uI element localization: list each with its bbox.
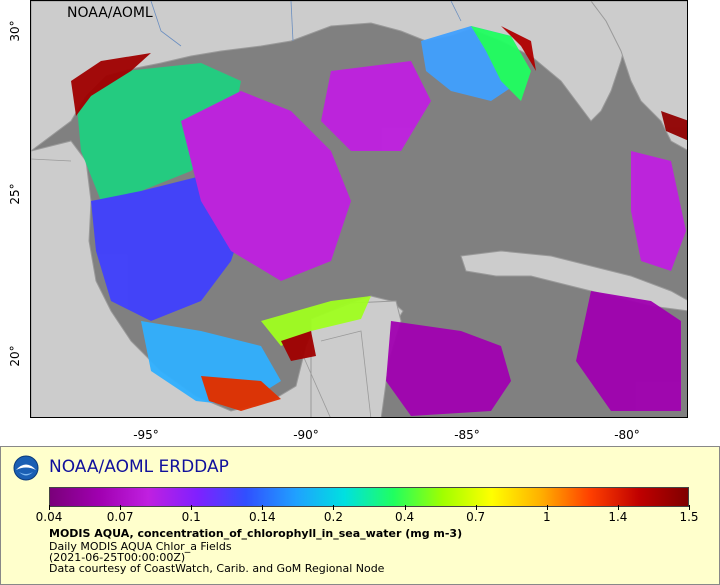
colorbar-tick-mark [546, 505, 548, 510]
colorbar-tick-label: 1 [542, 510, 551, 524]
lon-tick-minus85: -85° [454, 428, 480, 442]
lat-tick-25: 25° [0, 183, 30, 204]
colorbar-tick-mark [404, 505, 406, 510]
lon-tick-minus90: -90° [293, 428, 319, 442]
colorbar-tick-label: 0.04 [35, 510, 63, 524]
colorbar-tick-mark [689, 505, 690, 510]
lat-tick-30: 30° [0, 20, 30, 41]
corner-label: NOAA/AOML [67, 5, 153, 21]
dataset-label: Daily MODIS AQUA Chlor_a Fields [49, 540, 232, 553]
chlorophyll-field [71, 26, 687, 416]
chlorophyll-map[interactable] [31, 1, 688, 418]
noaa-logo-icon [13, 455, 39, 481]
colorbar-tick-label: 1.4 [608, 510, 628, 524]
colorbar-tick-label: 0.2 [323, 510, 343, 524]
colorbar-tick-label: 0.4 [395, 510, 415, 524]
colorbar-tick-mark [262, 505, 264, 510]
colorbar-tick-mark [617, 505, 619, 510]
lon-tick-minus95: -95° [133, 428, 159, 442]
colorbar-tick-label: 0.1 [181, 510, 201, 524]
cuba-island [460, 250, 687, 312]
courtesy-label: Data courtesy of CoastWatch, Carib. and … [49, 562, 385, 575]
lon-tick-minus80: -80° [614, 428, 640, 442]
lat-tick-label: 20° [8, 345, 22, 367]
colorbar-tick-label: 0.07 [106, 510, 134, 524]
colorbar-tick-mark [333, 505, 335, 510]
variable-label: MODIS AQUA, concentration_of_chlorophyll… [49, 527, 463, 540]
colorbar-tick-label: 1.5 [679, 510, 699, 524]
colorbar-tick-label: 0.14 [248, 510, 276, 524]
map-panel[interactable]: NOAA/AOML [30, 0, 688, 418]
colorbar-tick-mark [191, 505, 193, 510]
legend-title: NOAA/AOML ERDDAP [49, 457, 229, 477]
lat-tick-label: 30° [8, 20, 22, 42]
colorbar [49, 487, 689, 507]
lat-tick-20: 20° [0, 345, 30, 366]
lat-tick-label: 25° [8, 183, 22, 205]
colorbar-tick-mark [49, 505, 50, 510]
rivers [150, 1, 462, 47]
borders [31, 158, 372, 417]
colorbar-tick-mark [120, 505, 122, 510]
time-label: (2021-06-25T00:00:00Z) [49, 551, 186, 564]
legend-panel: NOAA/AOML ERDDAP 0.04 0.07 0.1 0.14 0.2 0.4 0.… [0, 446, 720, 585]
colorbar-tick-label: 0.7 [466, 510, 486, 524]
colorbar-tick-mark [475, 505, 477, 510]
